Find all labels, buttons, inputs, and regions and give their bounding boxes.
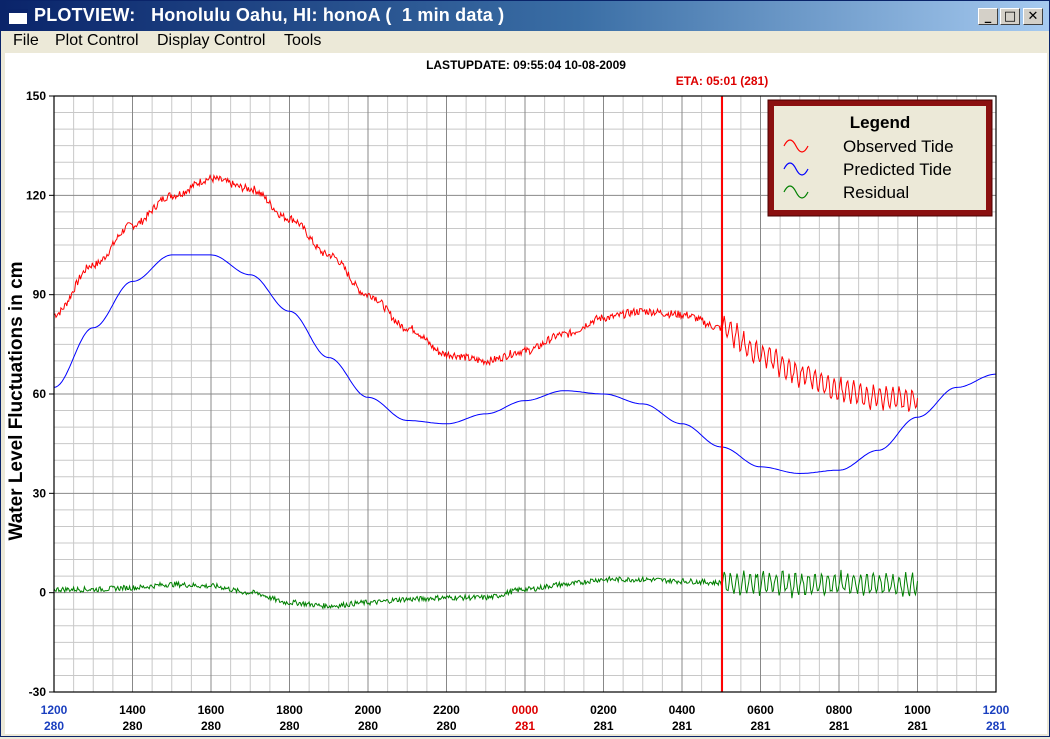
menu-plot-control[interactable]: Plot Control: [55, 32, 139, 49]
chart-axes: -30 0 30 60 90 120 150 1200 280 1400 280 1600 280 180…: [26, 89, 1010, 733]
x-tick-time: 0200: [590, 703, 617, 717]
window-title: PLOTVIEW: Honolulu Oahu, HI: honoA ( 1 m…: [34, 5, 505, 25]
x-tick-time: 1200: [983, 703, 1010, 717]
y-tick-label: 30: [33, 486, 47, 500]
app-window-icon[interactable]: [8, 9, 28, 25]
x-tick-day: 281: [515, 719, 535, 733]
legend-swatch-icon: [783, 162, 809, 176]
x-tick-time: 2000: [355, 703, 382, 717]
x-tick-time: 1200: [41, 703, 68, 717]
x-tick-time: 1400: [119, 703, 146, 717]
y-tick-label: 60: [33, 387, 47, 401]
x-tick-time: 1800: [276, 703, 303, 717]
x-tick-day: 280: [201, 719, 221, 733]
x-tick-day: 281: [593, 719, 613, 733]
x-tick-time: 1000: [904, 703, 931, 717]
series-residual: [53, 569, 918, 610]
tide-chart[interactable]: -30 0 30 60 90 120 150 1200 280 1400 280 1600 280 180…: [5, 53, 1047, 734]
legend-entry-label: Residual: [843, 183, 909, 202]
menu-tools[interactable]: Tools: [284, 32, 322, 49]
legend-swatch-icon: [783, 139, 809, 153]
legend-box[interactable]: Legend Observed Tide Predicted Tide Residua…: [767, 99, 993, 217]
y-tick-label: 120: [26, 188, 46, 202]
x-tick-day: 281: [750, 719, 770, 733]
x-tick-day: 280: [436, 719, 456, 733]
x-tick-time: 1600: [198, 703, 225, 717]
chart-series: [53, 174, 997, 610]
series-predicted-tide: [53, 254, 997, 475]
close-button[interactable]: ✕: [1023, 8, 1043, 25]
x-tick-day: 280: [44, 719, 64, 733]
x-tick-time: 0000: [512, 703, 539, 717]
y-tick-label: 150: [26, 89, 46, 103]
title-bar[interactable]: PLOTVIEW: Honolulu Oahu, HI: honoA ( 1 m…: [1, 1, 1049, 31]
x-tick-day: 281: [986, 719, 1006, 733]
menu-bar: File Plot Control Display Control Tools: [1, 31, 1049, 53]
x-tick-time: 0600: [747, 703, 774, 717]
menu-file[interactable]: File: [13, 32, 39, 49]
menu-display-control[interactable]: Display Control: [157, 32, 266, 49]
minimize-button[interactable]: _: [978, 8, 998, 25]
x-tick-time: 2200: [433, 703, 460, 717]
x-tick-day: 280: [279, 719, 299, 733]
maximize-button[interactable]: □: [1000, 8, 1020, 25]
eta-label: ETA: 05:01 (281): [676, 74, 768, 88]
last-update-label: LASTUPDATE: 09:55:04 10-08-2009: [426, 58, 626, 72]
x-tick-day: 281: [829, 719, 849, 733]
y-axis-label: Water Level Fluctuations in cm: [6, 261, 27, 540]
series-observed-tide: [53, 174, 918, 412]
y-tick-label: -30: [29, 685, 47, 699]
x-tick-day: 280: [122, 719, 142, 733]
x-tick-day: 281: [672, 719, 692, 733]
legend-entry-label: Observed Tide: [843, 137, 954, 156]
x-tick-time: 0800: [826, 703, 853, 717]
plot-area[interactable]: -30 0 30 60 90 120 150 1200 280 1400 280 1600 280 180…: [5, 53, 1047, 734]
legend-swatch-icon: [783, 185, 809, 199]
x-tick-day: 281: [907, 719, 927, 733]
x-tick-time: 0400: [669, 703, 696, 717]
legend-entry-label: Predicted Tide: [843, 160, 952, 179]
x-tick-day: 280: [358, 719, 378, 733]
legend-panel: [774, 106, 986, 210]
legend-title: Legend: [850, 113, 910, 132]
y-tick-label: 0: [39, 586, 46, 600]
y-tick-label: 90: [33, 288, 47, 302]
